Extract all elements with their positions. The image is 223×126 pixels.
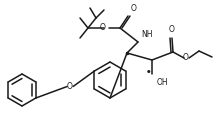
Text: ●: ● <box>147 70 151 74</box>
Text: NH: NH <box>141 30 153 39</box>
Text: O: O <box>100 24 106 33</box>
Text: O: O <box>131 4 137 13</box>
Text: O: O <box>183 54 189 62</box>
Text: OH: OH <box>157 78 169 87</box>
Text: O: O <box>169 25 175 34</box>
Text: O: O <box>66 82 72 91</box>
